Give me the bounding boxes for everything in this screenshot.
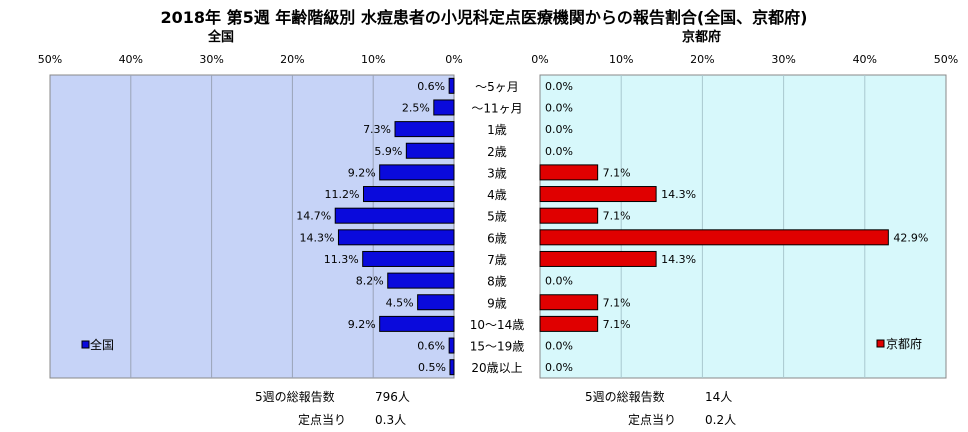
national-tick-label: 20%	[280, 53, 304, 66]
national-value-label: 9.2%	[348, 318, 376, 331]
category-label: 9歳	[487, 296, 507, 310]
category-label: 4歳	[487, 188, 507, 202]
category-label: 15～19歳	[470, 340, 525, 354]
kyoto-value-label: 0.0%	[545, 275, 573, 288]
kyoto-value-label: 0.0%	[545, 340, 573, 353]
kyoto-value-label: 0.0%	[545, 101, 573, 114]
category-label: 6歳	[487, 231, 507, 245]
kyoto-value-label: 14.3%	[661, 188, 696, 201]
national-per-value: 0.3人	[375, 413, 407, 427]
kyoto-value-label: 7.1%	[603, 166, 631, 179]
kyoto-value-label: 0.0%	[545, 361, 573, 374]
national-tick-label: 10%	[361, 53, 385, 66]
kyoto-bar	[539, 186, 657, 203]
national-value-label: 14.7%	[296, 210, 331, 223]
kyoto-value-label: 14.3%	[661, 253, 696, 266]
category-label: ～11ヶ月	[471, 101, 522, 115]
category-label: ～5ヶ月	[475, 80, 519, 94]
kyoto-bar	[539, 294, 599, 311]
national-bar	[362, 250, 455, 267]
national-bar	[363, 186, 455, 203]
category-label: 5歳	[487, 210, 507, 224]
national-bar	[433, 99, 455, 116]
kyoto-value-label: 42.9%	[893, 231, 928, 244]
category-label: 8歳	[487, 275, 507, 289]
national-panel-title: 全国	[208, 30, 235, 45]
national-tick-label: 30%	[199, 53, 223, 66]
national-bar	[379, 315, 455, 332]
kyoto-value-label: 0.0%	[545, 80, 573, 93]
kyoto-bar	[539, 164, 599, 181]
kyoto-total-value: 14人	[705, 390, 733, 404]
kyoto-legend-label: 京都府	[886, 336, 922, 351]
national-bar	[379, 164, 455, 181]
national-bar	[417, 294, 455, 311]
kyoto-value-label: 0.0%	[545, 145, 573, 158]
national-bar	[448, 337, 455, 354]
national-value-label: 5.9%	[374, 145, 402, 158]
national-value-label: 9.2%	[348, 166, 376, 179]
national-value-label: 2.5%	[402, 101, 430, 114]
category-label: 3歳	[487, 166, 507, 180]
national-per-label: 定点当り	[298, 413, 347, 427]
kyoto-total-label: 5週の総報告数	[585, 390, 665, 404]
kyoto-bar	[539, 250, 657, 267]
national-bar	[334, 207, 455, 224]
national-tick-label: 50%	[38, 53, 62, 66]
kyoto-panel-title: 京都府	[682, 30, 722, 45]
national-total-label: 5週の総報告数	[255, 390, 335, 404]
kyoto-tick-label: 0%	[531, 53, 548, 66]
national-value-label: 11.2%	[325, 188, 360, 201]
kyoto-value-label: 7.1%	[603, 210, 631, 223]
national-value-label: 7.3%	[363, 123, 391, 136]
kyoto-value-label: 7.1%	[603, 318, 631, 331]
national-bar	[394, 121, 455, 138]
kyoto-plot-area	[539, 74, 947, 379]
kyoto-value-label: 0.0%	[545, 123, 573, 136]
national-bar	[449, 359, 455, 376]
national-bar	[448, 77, 455, 94]
category-label: 2歳	[487, 145, 507, 159]
national-bar	[405, 142, 455, 159]
category-label: 10～14歳	[470, 318, 525, 332]
kyoto-tick-label: 50%	[934, 53, 958, 66]
kyoto-legend-swatch	[876, 339, 885, 348]
national-plot-area	[49, 74, 455, 379]
category-label: 1歳	[487, 123, 507, 137]
category-label: 7歳	[487, 253, 507, 267]
national-value-label: 0.5%	[418, 361, 446, 374]
national-bar	[337, 229, 455, 246]
national-value-label: 11.3%	[324, 253, 359, 266]
national-value-label: 0.6%	[417, 340, 445, 353]
national-value-label: 0.6%	[417, 80, 445, 93]
kyoto-bar	[539, 229, 889, 246]
national-total-value: 796人	[375, 390, 410, 404]
national-legend-swatch	[81, 340, 90, 349]
kyoto-tick-label: 10%	[609, 53, 633, 66]
category-label: 20歳以上	[471, 361, 522, 375]
kyoto-per-value: 0.2人	[705, 413, 737, 427]
kyoto-tick-label: 30%	[771, 53, 795, 66]
kyoto-bar	[539, 207, 599, 224]
national-value-label: 4.5%	[386, 296, 414, 309]
kyoto-tick-label: 40%	[853, 53, 877, 66]
national-tick-label: 0%	[445, 53, 462, 66]
national-value-label: 14.3%	[300, 231, 335, 244]
kyoto-value-label: 7.1%	[603, 296, 631, 309]
national-value-label: 8.2%	[356, 275, 384, 288]
national-legend-label: 全国	[90, 337, 114, 352]
kyoto-tick-label: 20%	[690, 53, 714, 66]
kyoto-bar	[539, 315, 599, 332]
national-bar	[387, 272, 455, 289]
kyoto-per-label: 定点当り	[628, 413, 677, 427]
national-tick-label: 40%	[119, 53, 143, 66]
chart-title: 2018年 第5週 年齢階級別 水痘患者の小児科定点医療機関からの報告割合(全国…	[160, 8, 808, 27]
